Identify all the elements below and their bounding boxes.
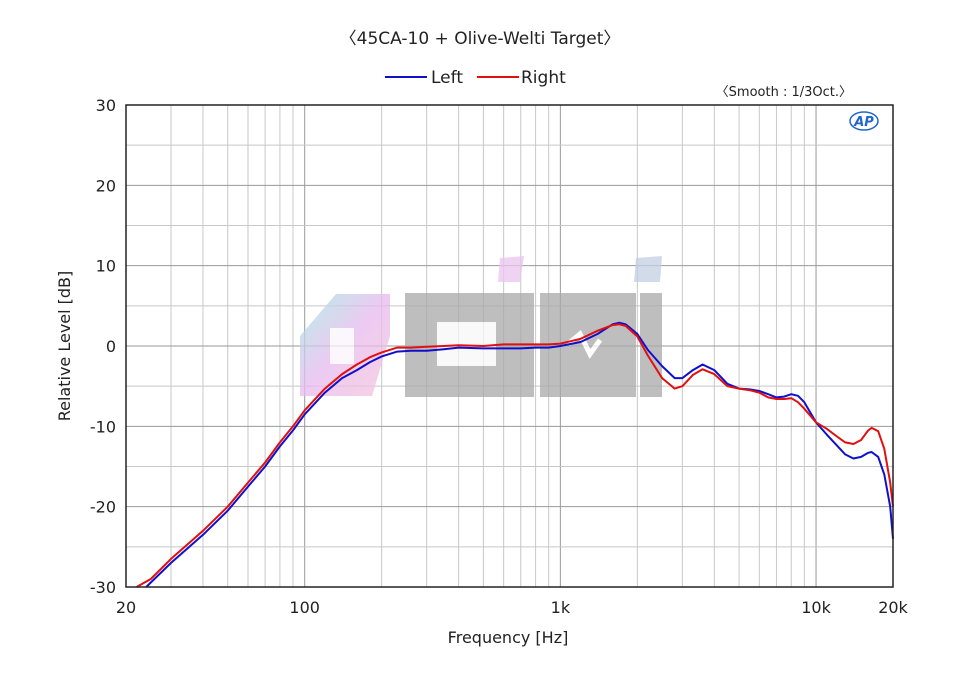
series-line-left [145, 321, 894, 588]
ap-logo: AP [849, 111, 879, 131]
x-tick-label: 10k [801, 598, 831, 617]
x-tick-label: 100 [289, 598, 320, 617]
watermark-dot-1 [498, 256, 524, 282]
plot-frame [125, 104, 894, 588]
watermark-wave [566, 330, 603, 359]
ap-logo-text: AP [853, 115, 874, 130]
y-tick-label: 0 [106, 337, 116, 356]
y-tick-label: 10 [96, 257, 116, 276]
x-tick-label: 20k [878, 598, 908, 617]
x-tick-label: 1k [551, 598, 571, 617]
series-line-right [136, 323, 894, 588]
x-axis-label: Frequency [Hz] [448, 628, 569, 647]
watermark-dot-2 [634, 256, 662, 282]
legend-left-label: Left [431, 68, 463, 88]
y-tick-label: 30 [96, 96, 116, 115]
legend-right-label: Right [521, 68, 566, 88]
y-tick-label: -30 [90, 578, 116, 597]
chart-title: 〈45CA-10 + Olive-Welti Target〉 [340, 29, 621, 49]
smoothing-note: 〈Smooth : 1/3Oct.〉 [716, 85, 852, 100]
y-tick-label: -10 [90, 417, 116, 436]
ap-logo-ring [849, 111, 879, 131]
series-layer [136, 321, 894, 588]
y-tick-label: 20 [96, 176, 116, 195]
y-axis-label: Relative Level [dB] [55, 271, 74, 422]
x-tick-label: 20 [116, 598, 136, 617]
watermark-letter-i [640, 293, 662, 397]
y-tick-label: -20 [90, 498, 116, 517]
legend: Left Right [385, 68, 566, 88]
watermark-logo-cutout [330, 328, 354, 364]
